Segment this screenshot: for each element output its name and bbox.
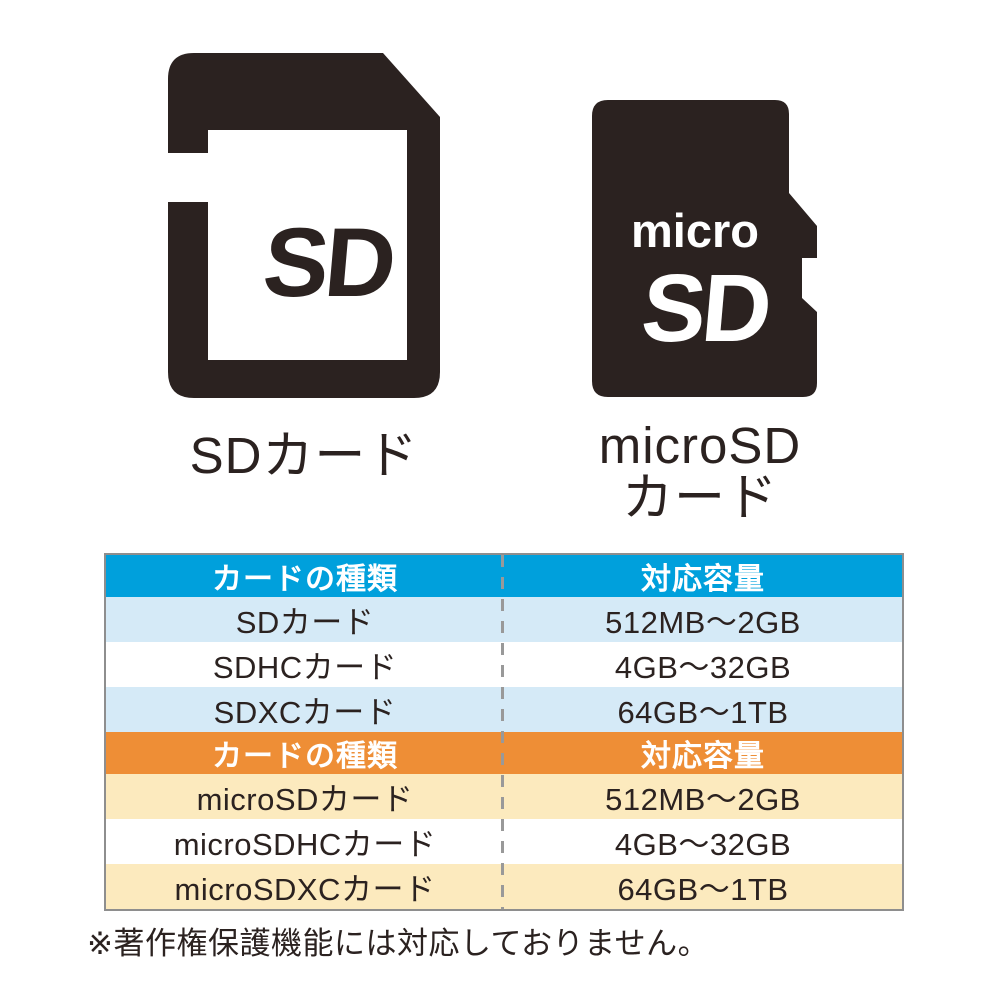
table-header-card-type: カードの種類 [212,563,398,596]
table-header-capacity: 対応容量 [641,740,765,773]
microsd-icon-label-bottom: SD [637,255,772,362]
microsd-card-icon: micro SD [592,100,817,397]
microsd-icon-label-top: micro [631,204,759,257]
microsd-caption-line1: microSD [598,417,802,474]
card-type-cell: SDXCカード [213,695,397,730]
card-type-cell: microSDカード [196,782,414,817]
table-row: SDカード 512MB〜2GB [106,597,902,642]
table-row: microSDXCカード 64GB〜1TB [106,864,902,909]
microsd-card-caption: microSD カード [555,420,845,524]
table-row: SDHCカード 4GB〜32GB [106,642,902,687]
capacity-cell: 512MB〜2GB [605,782,801,817]
sd-card-caption: SDカード [154,430,454,482]
sd-icon-label: SD [259,207,397,317]
table-row: microSDHCカード 4GB〜32GB [106,819,902,864]
card-type-cell: microSDXCカード [174,872,436,907]
capacity-cell: 4GB〜32GB [614,827,792,862]
capacity-table: カードの種類 対応容量 SDカード 512MB〜2GB SDHCカード 4GB〜… [104,553,904,911]
sd-card-icon: SD [168,53,440,398]
card-type-cell: microSDHCカード [173,827,437,862]
table-header-card-type: カードの種類 [212,740,398,773]
capacity-cell: 4GB〜32GB [614,650,792,685]
sd-section-header-row: カードの種類 対応容量 [106,555,902,597]
microsd-section-header-row: カードの種類 対応容量 [106,732,902,774]
capacity-cell: 512MB〜2GB [605,605,801,640]
table-header-capacity: 対応容量 [641,563,765,596]
card-type-cell: SDHCカード [212,650,398,685]
copyright-protection-note: ※著作権保護機能には対応しておりません。 [87,926,710,961]
column-divider-dashed-line [501,555,504,909]
capacity-cell: 64GB〜1TB [617,695,789,730]
table-row: microSDカード 512MB〜2GB [106,774,902,819]
microsd-caption-line2: カード [621,469,778,526]
capacity-cell: 64GB〜1TB [617,872,789,907]
table-row: SDXCカード 64GB〜1TB [106,687,902,732]
sd-card-caption-text: SDカード [189,427,419,484]
card-type-cell: SDカード [235,605,375,640]
